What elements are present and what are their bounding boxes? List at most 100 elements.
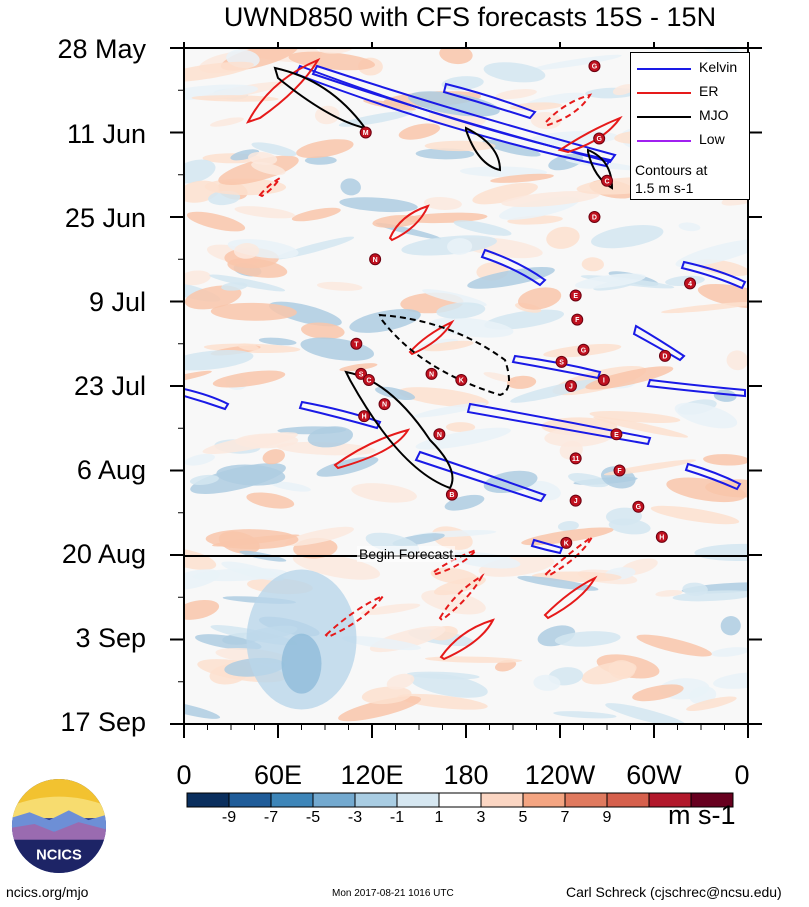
er-contour [333, 428, 411, 470]
storm-marker-label: C [604, 178, 609, 185]
anomaly-patch [531, 54, 622, 71]
anomaly-patch [483, 62, 546, 83]
storm-marker-label: E [614, 432, 619, 439]
colorbar-swatch [564, 792, 608, 808]
storm-marker: S [355, 367, 368, 380]
colorbar-swatch [690, 792, 734, 808]
storm-marker-icon [571, 313, 584, 326]
anomaly-patch [398, 123, 441, 140]
mjo-contour [378, 313, 510, 397]
storm-marker-icon [564, 380, 577, 392]
anomaly-patch [205, 529, 299, 550]
anomaly-patch [603, 459, 697, 476]
anomaly-patch [453, 220, 512, 236]
storm-marker-icon [359, 126, 372, 139]
er-line-swatch [637, 92, 691, 94]
storm-marker: K [455, 373, 468, 386]
storm-marker-icon [369, 253, 382, 266]
storm-markers: G M G C D N 4 E F T G D S S N K I C J N H E N 11 F B J G H K [350, 60, 697, 549]
anomaly-patch [713, 672, 748, 689]
storm-marker: G [588, 60, 601, 73]
storm-marker-label: G [596, 136, 602, 143]
er-contour [245, 57, 321, 124]
anomaly-patch [314, 105, 340, 125]
storm-marker-label: H [362, 414, 367, 421]
colorbar-swatch [396, 792, 440, 808]
anomaly-patch [251, 142, 297, 157]
er-contour [388, 204, 430, 242]
colorbar-label: -1 [389, 809, 405, 826]
storm-marker: M [359, 126, 372, 139]
storm-marker-label: K [564, 540, 569, 547]
storm-marker-label: S [359, 371, 364, 378]
legend-item-mjo: MJO [631, 105, 749, 127]
er-contour [557, 115, 623, 154]
storm-marker-label: T [354, 341, 359, 348]
anomaly-patch [349, 309, 421, 333]
legend-label: Kelvin [699, 59, 738, 75]
anomaly-patch [296, 139, 354, 159]
anomaly-patch [554, 631, 621, 647]
storm-marker-label: S [559, 359, 564, 366]
storm-marker-icon [555, 355, 568, 368]
legend-label: Low [699, 131, 725, 147]
anomaly-patch [406, 671, 480, 680]
storm-marker-icon [362, 373, 375, 386]
y-tick-label: 6 Aug [76, 455, 146, 485]
anomaly-patch [421, 589, 486, 615]
anomaly-patch [361, 686, 412, 705]
anomaly-patch [445, 422, 476, 433]
storm-marker-icon [445, 488, 458, 501]
wave-contours [184, 57, 747, 661]
anomaly-patch [672, 590, 748, 602]
anomaly-patch [424, 656, 523, 663]
y-tick-label: 23 Jul [73, 371, 146, 401]
storm-marker-label: B [449, 492, 454, 499]
storm-marker-icon [655, 530, 668, 543]
er-contour [432, 547, 480, 576]
kelvin-contour [684, 462, 742, 491]
anomaly-patch [270, 481, 311, 492]
storm-marker-label: N [429, 371, 434, 378]
anomaly-patch [237, 343, 259, 351]
chart-title: UWND850 with CFS forecasts 15S - 15N [223, 2, 717, 32]
anomaly-patch [372, 214, 420, 228]
storm-marker-label: D [662, 353, 667, 360]
contour-note: Contours at 1.5 m s-1 [635, 161, 747, 197]
begin-forecast-label: Begin Forecast [357, 546, 456, 562]
anomaly-patch [678, 222, 701, 232]
anomaly-patch [490, 173, 554, 183]
colorbar-swatch [312, 792, 356, 808]
anomaly-patch [530, 111, 562, 130]
colorbar-label: -7 [263, 809, 279, 826]
storm-marker-icon [588, 211, 601, 223]
anomaly-patch [319, 48, 353, 54]
anomaly-patch [351, 483, 417, 503]
anomaly-patch [202, 432, 298, 454]
storm-marker: D [658, 349, 671, 362]
x-tick-label: 60W [626, 760, 682, 790]
storm-marker-icon [577, 343, 590, 356]
legend-label: MJO [699, 107, 729, 123]
anomaly-patch [675, 239, 748, 268]
storm-marker-label: M [363, 130, 369, 137]
storm-marker-label: H [659, 534, 664, 541]
kelvin-contour [298, 400, 382, 430]
kelvin-contour [184, 387, 230, 411]
anomaly-patch [501, 190, 600, 208]
anomaly-patch [726, 350, 748, 371]
colorbar-swatch [480, 792, 524, 808]
colorbar-swatch [186, 792, 230, 808]
anomaly-patch [316, 281, 363, 291]
storm-marker: G [632, 500, 645, 513]
anomaly-patch [307, 426, 354, 448]
kelvin-line-swatch [637, 68, 691, 70]
storm-marker-label: E [573, 293, 578, 300]
anomaly-patch [258, 337, 297, 346]
colorbar-label: -3 [347, 809, 363, 826]
mjo-contour [344, 370, 454, 490]
contour-note-line2: 1.5 m s-1 [635, 180, 694, 196]
anomaly-patch [612, 84, 635, 96]
anomaly-patch [221, 561, 285, 581]
colorbar-label: -9 [221, 809, 237, 826]
